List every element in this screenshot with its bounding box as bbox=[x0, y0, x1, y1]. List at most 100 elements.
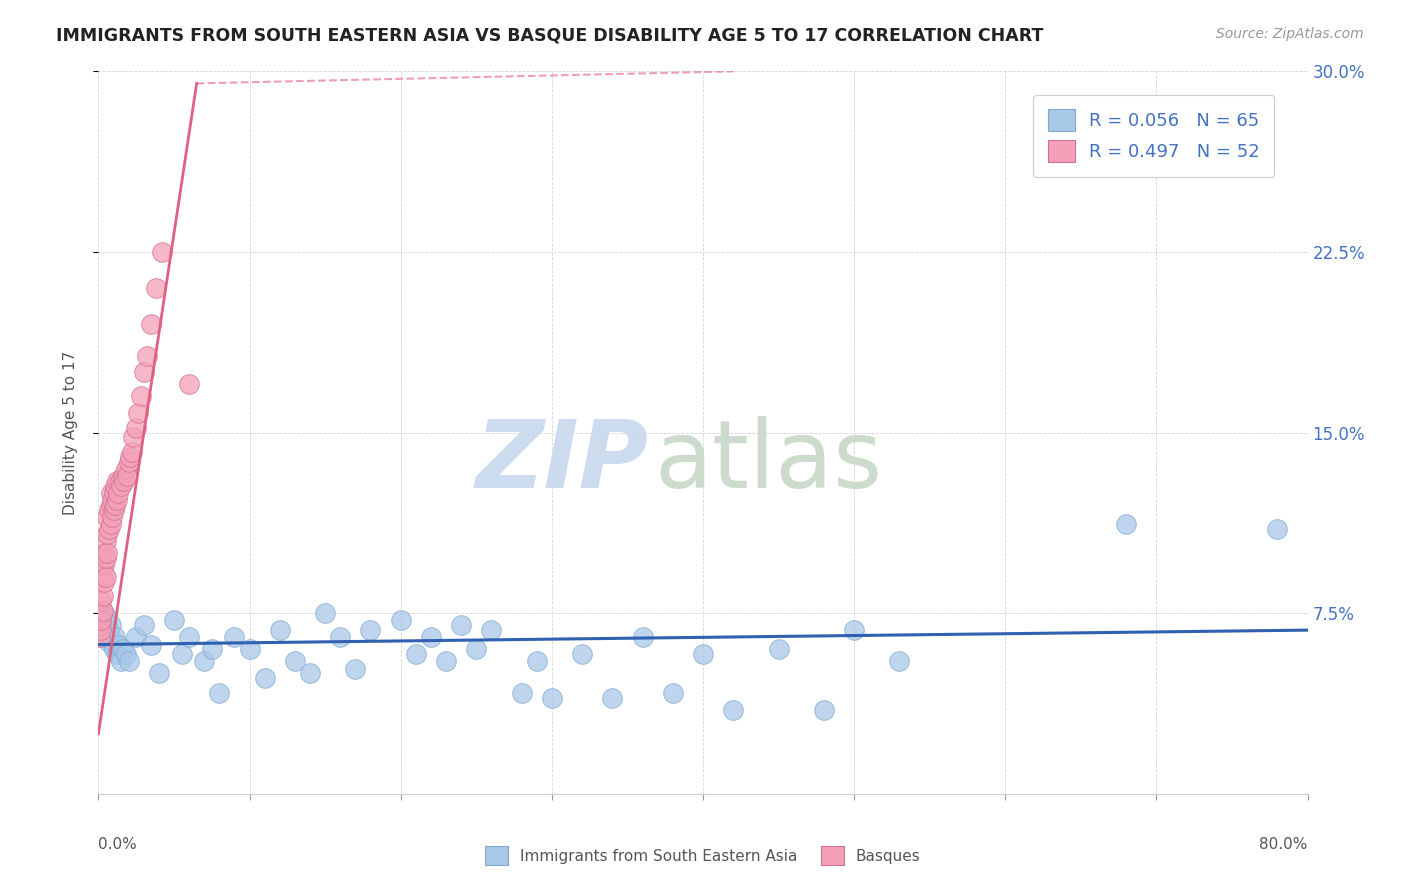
Text: ZIP: ZIP bbox=[475, 416, 648, 508]
Point bbox=[450, 618, 472, 632]
Point bbox=[118, 655, 141, 669]
Point bbox=[129, 389, 152, 403]
Point bbox=[889, 655, 911, 669]
Point bbox=[107, 485, 129, 500]
Point bbox=[111, 642, 134, 657]
Point bbox=[103, 502, 125, 516]
Point bbox=[91, 558, 114, 573]
Point bbox=[329, 630, 352, 644]
Point bbox=[94, 550, 117, 565]
Text: 80.0%: 80.0% bbox=[1260, 838, 1308, 852]
Point bbox=[120, 450, 142, 464]
Point bbox=[103, 642, 125, 657]
Point bbox=[692, 647, 714, 661]
Point bbox=[105, 474, 128, 488]
Point bbox=[98, 522, 121, 536]
Point bbox=[844, 623, 866, 637]
Point bbox=[141, 317, 163, 331]
Point bbox=[193, 655, 215, 669]
Point bbox=[141, 638, 163, 652]
Point bbox=[526, 655, 548, 669]
Point bbox=[90, 614, 112, 628]
Point bbox=[96, 621, 118, 635]
Point bbox=[110, 478, 132, 492]
Point bbox=[108, 474, 131, 488]
Point bbox=[90, 623, 112, 637]
Point bbox=[93, 607, 115, 621]
Point bbox=[661, 686, 683, 700]
Text: 0.0%: 0.0% bbox=[98, 838, 138, 852]
Point bbox=[93, 630, 115, 644]
Point bbox=[100, 618, 122, 632]
Y-axis label: Disability Age 5 to 17: Disability Age 5 to 17 bbox=[63, 351, 77, 515]
Point bbox=[91, 570, 114, 584]
Point bbox=[104, 478, 127, 492]
Point bbox=[269, 623, 291, 637]
Point bbox=[94, 570, 117, 584]
Point bbox=[114, 462, 136, 476]
Point bbox=[179, 630, 201, 644]
Point bbox=[94, 533, 117, 548]
Point bbox=[111, 469, 134, 483]
Point bbox=[571, 647, 593, 661]
Point bbox=[107, 638, 129, 652]
Point bbox=[112, 474, 135, 488]
Point bbox=[96, 510, 118, 524]
Point bbox=[1267, 522, 1289, 536]
Point bbox=[89, 614, 111, 628]
Legend: Immigrants from South Eastern Asia, Basques: Immigrants from South Eastern Asia, Basq… bbox=[479, 840, 927, 871]
Point bbox=[96, 526, 118, 541]
Point bbox=[465, 642, 488, 657]
Text: atlas: atlas bbox=[655, 416, 883, 508]
Point bbox=[103, 485, 125, 500]
Point bbox=[768, 642, 790, 657]
Point bbox=[122, 430, 145, 444]
Point bbox=[201, 642, 224, 657]
Point bbox=[110, 655, 132, 669]
Point bbox=[360, 623, 382, 637]
Point bbox=[90, 608, 112, 623]
Point bbox=[434, 655, 457, 669]
Point bbox=[239, 642, 262, 657]
Point bbox=[253, 671, 276, 685]
Point bbox=[91, 604, 114, 618]
Point bbox=[631, 630, 654, 644]
Point bbox=[91, 618, 114, 632]
Text: IMMIGRANTS FROM SOUTH EASTERN ASIA VS BASQUE DISABILITY AGE 5 TO 17 CORRELATION : IMMIGRANTS FROM SOUTH EASTERN ASIA VS BA… bbox=[56, 27, 1043, 45]
Point bbox=[105, 647, 128, 661]
Point bbox=[98, 635, 121, 649]
Point bbox=[118, 454, 141, 468]
Point bbox=[125, 630, 148, 644]
Point bbox=[510, 686, 533, 700]
Point bbox=[100, 517, 122, 532]
Point bbox=[389, 614, 412, 628]
Point bbox=[813, 703, 835, 717]
Point bbox=[150, 244, 173, 259]
Point bbox=[125, 421, 148, 435]
Point bbox=[115, 469, 138, 483]
Point bbox=[104, 498, 127, 512]
Point bbox=[179, 377, 201, 392]
Point bbox=[94, 615, 117, 630]
Point bbox=[91, 590, 114, 604]
Point bbox=[93, 546, 115, 560]
Point bbox=[89, 607, 111, 621]
Point bbox=[89, 630, 111, 644]
Point bbox=[101, 493, 124, 508]
Point bbox=[94, 625, 117, 640]
Point bbox=[135, 349, 157, 363]
Point bbox=[91, 628, 114, 642]
Point bbox=[420, 630, 443, 644]
Point bbox=[93, 574, 115, 589]
Legend: R = 0.056   N = 65, R = 0.497   N = 52: R = 0.056 N = 65, R = 0.497 N = 52 bbox=[1033, 95, 1274, 177]
Point bbox=[96, 611, 118, 625]
Point bbox=[93, 558, 115, 573]
Point bbox=[163, 614, 186, 628]
Point bbox=[98, 623, 121, 637]
Point bbox=[208, 686, 231, 700]
Point bbox=[89, 618, 111, 632]
Point bbox=[723, 703, 745, 717]
Point bbox=[90, 623, 112, 637]
Point bbox=[100, 485, 122, 500]
Point bbox=[105, 493, 128, 508]
